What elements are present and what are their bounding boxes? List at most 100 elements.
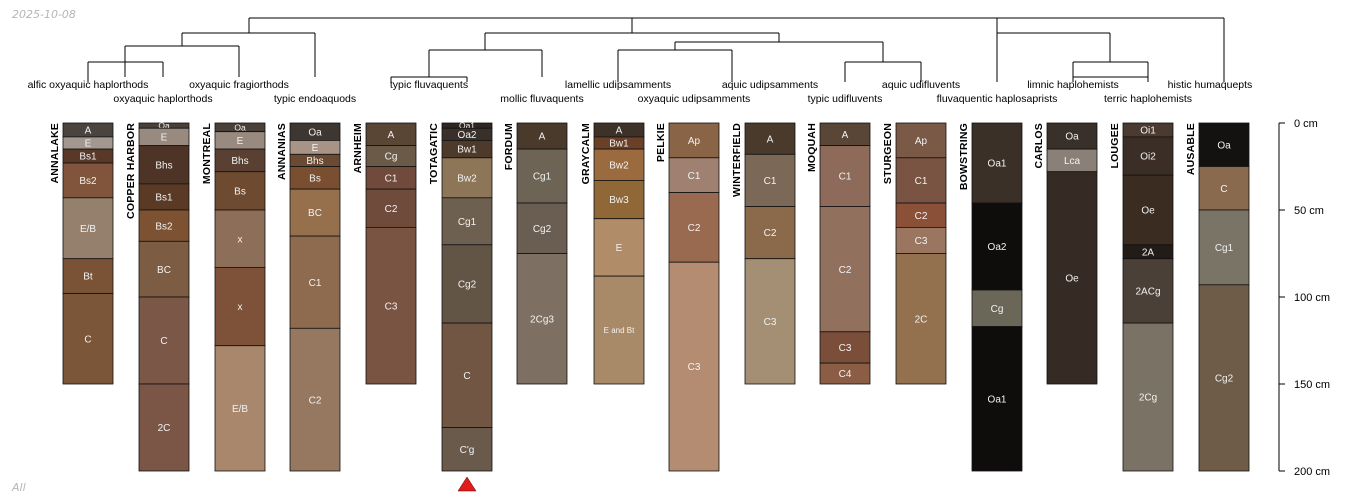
horizon-rect [138,383,190,472]
horizon-rect [441,157,493,199]
horizon-label: Oa1 [988,159,1007,170]
horizon-label: C1 [915,176,928,187]
horizon-label: C3 [385,301,398,312]
horizon-rect [214,345,266,472]
horizon-rect [668,192,720,263]
horizon-rect [668,122,720,159]
horizon-label: C [463,371,470,382]
horizon-label: Cg2 [458,280,477,291]
subset-label: All [12,481,26,494]
horizon-label: Cg [385,152,398,163]
horizon-label: Oa1 [988,394,1007,405]
horizon-label: x [238,234,243,245]
horizon-label: Bs1 [79,152,97,163]
profile-name: PELKIE [655,123,667,162]
profile-name: MONTREAL [201,123,213,184]
horizon-label: C1 [764,176,777,187]
profile-graycalm: A Bw1 Bw2 Bw3 E E and Bt GRAYCALM [580,122,645,385]
horizon-label: 2Cg3 [530,314,554,325]
horizon-label: Oa [308,127,322,138]
horizon-label: C [1220,184,1227,195]
horizon-rect [1122,258,1174,324]
horizon-label: Oa [1065,132,1079,143]
horizon-label: C2 [385,204,398,215]
profile-annanias: Oa E Bhs Bs BC C1 C2 ANNANIAS [276,122,341,472]
horizon-rect [819,206,871,333]
profile-name: BOWSTRING [958,123,970,190]
horizon-label: C3 [915,236,928,247]
taxon-label: histic humaquepts [1168,79,1253,91]
horizon-rect [1046,171,1098,385]
horizon-label: 2C [915,314,928,325]
horizon-label: C [160,336,167,347]
taxon-label: terric haplohemists [1104,93,1192,105]
dendrogram [87,17,1225,82]
horizon-rect [516,122,568,150]
horizon-label: C2 [309,395,322,406]
horizon-rect [365,188,417,228]
horizon-rect [365,226,417,385]
horizon-rect [895,253,947,385]
depth-tick-label: 200 cm [1294,466,1330,478]
horizon-rect [289,327,341,472]
horizon-label: E [312,143,319,154]
horizon-label: 2A [1142,247,1155,258]
profile-montreal: Oa E Bhs Bs x x E/B MONTREAL [201,122,266,472]
horizon-label: A [616,126,623,137]
taxon-label: aquic udipsamments [722,79,818,91]
horizon-rect [1198,284,1250,472]
horizon-rect [744,258,796,385]
horizon-label: Oi1 [1140,126,1156,137]
taxon-label: oxyaquic udipsamments [638,93,751,105]
horizon-rect [138,296,190,385]
horizon-rect [819,145,871,207]
horizon-rect [895,122,947,159]
profile-fordum: A Cg1 Cg2 2Cg3 FORDUM [503,122,568,385]
profile-sturgeon: Ap C1 C2 C3 2C STURGEON [882,122,947,385]
taxon-label: typic endoaquods [274,93,356,105]
horizon-rect [214,209,266,268]
horizon-label: C2 [915,211,928,222]
horizon-rect [441,244,493,324]
profile-moquah: A C1 C2 C3 C4 MOQUAH [806,122,871,385]
profile-copper-harbor: Oa E Bhs Bs1 Bs2 BC C 2C COPPER HARBOR [125,121,190,472]
horizon-rect [214,267,266,347]
horizon-rect [971,289,1023,327]
horizon-label: C1 [688,171,701,182]
horizon-label: Oa [1217,140,1231,151]
horizon-rect [1122,322,1174,472]
horizon-rect [1122,174,1174,246]
profile-name: COPPER HARBOR [125,123,137,219]
horizon-label: 2Cg [1139,393,1157,404]
horizon-label: Cg1 [458,217,477,228]
horizon-label: C2 [764,228,777,239]
horizon-rect [138,240,190,298]
horizon-label: Cg2 [1215,374,1234,385]
profile-annalake: AE Bs1 Bs2 E/B Bt C ANNALAKE [49,122,114,385]
horizon-label: Ap [688,136,701,147]
horizon-label: E [161,133,168,144]
profile-name: GRAYCALM [580,123,592,184]
horizon-label: C2 [688,223,701,234]
horizon-rect [62,293,114,385]
horizon-label: Bhs [306,156,323,167]
horizon-rect [593,218,645,277]
profile-carlos: Oa Lca Oe CARLOS [1033,122,1098,385]
horizon-label: C1 [309,278,322,289]
taxon-label: aquic udifluvents [882,79,960,91]
profile-pelkie: Ap C1 C2 C3 PELKIE [655,122,720,472]
depth-tick-label: 0 cm [1294,118,1318,130]
taxon-label: limnic haplohemists [1027,79,1119,91]
horizon-label: Oe [1141,206,1155,217]
horizon-rect [668,261,720,472]
horizon-label: BC [157,265,171,276]
horizon-label: C1 [839,172,852,183]
horizon-label: C3 [764,317,777,328]
taxon-label: mollic fluvaquents [500,93,583,105]
horizon-label: C4 [839,369,852,380]
horizon-label: Oe [1065,273,1079,284]
horizon-label: C3 [688,362,701,373]
taxon-label: typic fluvaquents [390,79,468,91]
